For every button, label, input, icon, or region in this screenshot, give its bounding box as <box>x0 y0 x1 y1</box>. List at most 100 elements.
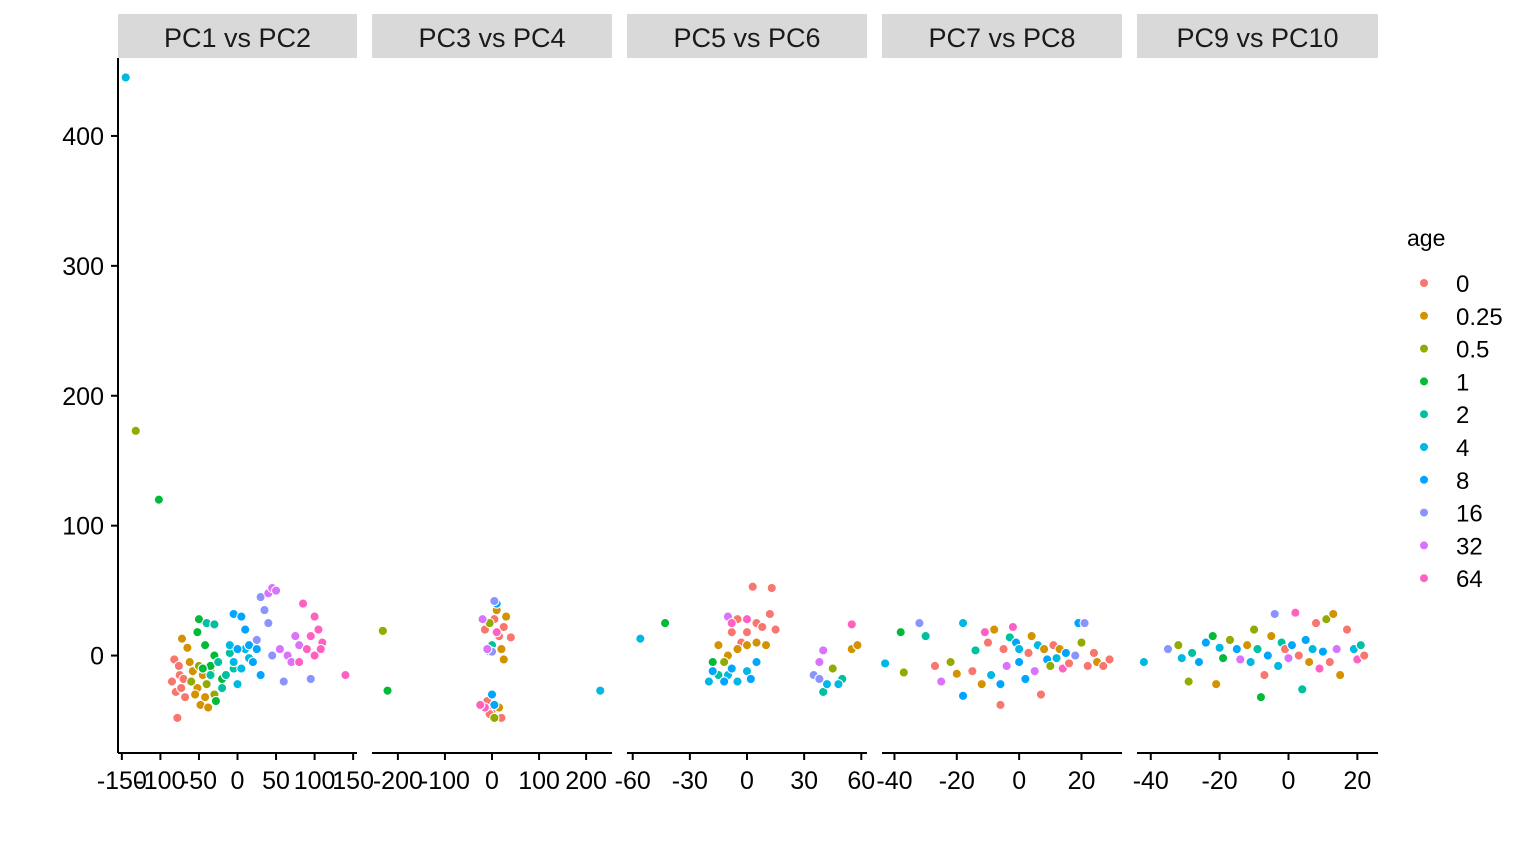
data-point <box>989 624 1000 635</box>
data-point <box>814 656 825 668</box>
data-point <box>713 640 724 651</box>
legend-label: 1 <box>1456 369 1469 396</box>
y-tick-label: 0 <box>90 643 104 671</box>
x-tick-label: -30 <box>672 767 708 795</box>
x-tick-label: -200 <box>373 767 423 795</box>
data-point <box>1200 637 1212 648</box>
data-point <box>635 633 646 644</box>
legend-key <box>1420 443 1428 451</box>
data-point <box>1162 643 1174 655</box>
data-point <box>489 595 500 607</box>
x-tick-label: 0 <box>231 767 245 795</box>
x-tick-label: -100 <box>135 767 185 795</box>
data-point <box>1341 624 1353 635</box>
data-point <box>1334 669 1346 681</box>
data-point <box>945 656 956 668</box>
data-point <box>1104 654 1115 665</box>
data-point <box>957 690 969 701</box>
data-point <box>595 685 606 696</box>
x-tick-label: -60 <box>615 767 651 795</box>
y-tick-label: 200 <box>62 383 104 411</box>
data-point <box>1217 653 1229 664</box>
x-tick-label: -40 <box>876 767 912 795</box>
data-point <box>998 643 1009 655</box>
data-point <box>263 617 274 629</box>
data-point <box>176 633 188 644</box>
data-point <box>821 678 833 690</box>
data-point <box>1098 660 1109 672</box>
legend-label: 64 <box>1456 566 1483 593</box>
data-point <box>814 673 825 685</box>
data-point <box>505 632 516 643</box>
data-point <box>1303 656 1315 668</box>
data-point <box>172 712 183 724</box>
x-tick-label: -50 <box>181 767 217 795</box>
data-point <box>1035 689 1047 700</box>
data-point <box>741 640 753 651</box>
data-point <box>179 691 191 703</box>
data-point <box>199 640 211 651</box>
data-point <box>1088 647 1100 659</box>
data-point <box>920 630 931 642</box>
data-point <box>1300 634 1311 646</box>
data-point <box>1026 630 1037 642</box>
data-point <box>1082 660 1093 672</box>
data-point <box>982 637 994 648</box>
facet-strip-label: PC9 vs PC10 <box>1176 23 1338 53</box>
data-point <box>852 640 863 651</box>
legend-key <box>1420 311 1428 320</box>
data-point <box>1321 614 1332 625</box>
data-point <box>498 654 509 665</box>
legend-key <box>1420 410 1428 419</box>
data-point <box>477 614 488 625</box>
data-point <box>309 650 320 661</box>
data-point <box>313 624 324 635</box>
data-point <box>1269 608 1280 620</box>
data-point <box>707 656 718 668</box>
data-point <box>957 617 969 629</box>
data-point <box>1255 691 1267 703</box>
legend-key <box>1420 279 1428 287</box>
data-point <box>251 634 262 646</box>
legend-key <box>1420 475 1428 484</box>
legend-label: 16 <box>1456 501 1483 528</box>
data-point <box>846 619 857 630</box>
data-point <box>182 642 193 653</box>
facet-panel: PC9 vs PC10 -40 -20 0 20 <box>1133 14 1378 795</box>
legend-label: 32 <box>1456 533 1483 560</box>
data-point <box>1235 654 1246 665</box>
data-point <box>1355 640 1366 651</box>
data-point <box>189 689 201 700</box>
data-point <box>201 678 212 690</box>
data-point <box>1038 643 1050 655</box>
data-point <box>1262 650 1273 661</box>
y-tick-label: 100 <box>62 513 104 541</box>
data-point <box>382 685 393 696</box>
data-point <box>305 673 316 685</box>
data-point <box>1290 607 1301 618</box>
data-point <box>929 660 941 672</box>
data-point <box>192 627 203 638</box>
data-point <box>1060 647 1072 659</box>
x-tick-label: 0 <box>1012 767 1026 795</box>
data-point <box>236 663 247 674</box>
data-point <box>1138 656 1150 668</box>
data-point <box>176 682 187 694</box>
data-point <box>747 581 758 592</box>
x-tick-label: 20 <box>1068 767 1096 795</box>
x-tick-label: 30 <box>790 767 818 795</box>
data-point <box>377 625 388 637</box>
data-point <box>213 656 224 668</box>
y-tick-label: 300 <box>62 253 104 281</box>
data-point <box>1317 646 1329 657</box>
legend-title: age <box>1407 225 1445 251</box>
facet-strip <box>372 14 612 58</box>
data-point <box>1245 656 1256 668</box>
data-point <box>1314 663 1325 674</box>
data-point <box>220 669 232 681</box>
data-point <box>255 669 266 681</box>
data-point <box>659 617 671 629</box>
data-point <box>1029 666 1040 677</box>
